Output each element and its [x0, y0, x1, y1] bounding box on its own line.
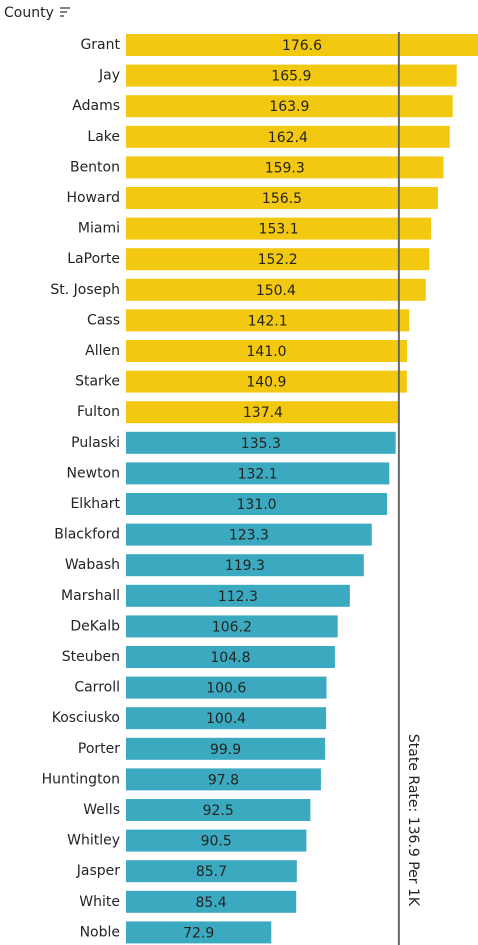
- bar: [126, 584, 350, 607]
- category-label: St. Joseph: [50, 282, 120, 298]
- category-label: Howard: [66, 190, 120, 206]
- category-label: Grant: [80, 37, 120, 53]
- value-label: 100.4: [206, 711, 246, 727]
- value-label: 119.3: [225, 558, 265, 574]
- sort-icon[interactable]: [60, 7, 70, 17]
- category-label: Starke: [75, 374, 120, 390]
- category-label: Lake: [87, 129, 120, 145]
- value-label: 112.3: [218, 589, 258, 605]
- bar: [126, 309, 410, 332]
- header: County: [4, 5, 54, 21]
- bar: [126, 860, 297, 883]
- value-label: 165.9: [271, 69, 311, 85]
- bar: [126, 34, 478, 56]
- bar: [126, 921, 272, 944]
- bar: [126, 431, 396, 454]
- value-label: 159.3: [265, 160, 305, 176]
- category-label: Porter: [78, 741, 120, 757]
- bar: [126, 187, 438, 209]
- category-label: Huntington: [42, 771, 120, 787]
- value-label: 156.5: [262, 191, 302, 207]
- bar: [126, 125, 450, 148]
- category-label: Kosciusko: [52, 710, 120, 726]
- value-label: 100.6: [206, 681, 246, 697]
- category-label: Pulaski: [71, 435, 120, 451]
- value-label: 176.6: [282, 38, 322, 54]
- category-label: Noble: [80, 924, 120, 940]
- value-label: 135.3: [241, 436, 281, 452]
- bar: [126, 64, 457, 87]
- value-label: 150.4: [256, 283, 296, 299]
- category-label: Steuben: [62, 649, 120, 665]
- value-label: 140.9: [246, 375, 286, 391]
- category-label: Adams: [72, 98, 120, 114]
- category-label: Wabash: [65, 557, 120, 573]
- bar: [126, 401, 400, 424]
- bar: [126, 217, 432, 240]
- category-label: White: [79, 894, 120, 910]
- value-label: 153.1: [259, 222, 299, 238]
- bar: [126, 156, 444, 179]
- bar: [126, 95, 453, 118]
- bar: [126, 554, 364, 577]
- value-label: 131.0: [237, 497, 277, 513]
- value-label: 163.9: [269, 99, 309, 115]
- category-label: Allen: [85, 343, 120, 359]
- bar: [126, 676, 327, 699]
- bar: [126, 768, 321, 791]
- value-label: 72.9: [183, 925, 214, 941]
- category-label: Benton: [70, 159, 120, 175]
- bar: [126, 493, 388, 515]
- value-label: 152.2: [258, 252, 298, 268]
- value-label: 90.5: [201, 834, 232, 850]
- bar: [126, 523, 372, 546]
- value-label: 92.5: [203, 803, 234, 819]
- value-label: 106.2: [212, 619, 252, 635]
- category-label: Wells: [83, 802, 120, 818]
- category-label: Whitley: [67, 833, 120, 849]
- bar: [126, 707, 327, 730]
- value-label: 132.1: [238, 466, 278, 482]
- bar: [126, 370, 407, 393]
- value-label: 104.8: [210, 650, 250, 666]
- category-label: Miami: [78, 221, 120, 237]
- bar: [126, 799, 311, 821]
- bar: [126, 737, 326, 760]
- bar: [126, 462, 390, 485]
- value-label: 142.1: [248, 313, 288, 329]
- bar: [126, 829, 307, 852]
- bar: [126, 615, 338, 638]
- category-label: Jay: [98, 68, 120, 84]
- category-label: Elkhart: [70, 496, 120, 512]
- category-label: Fulton: [77, 404, 120, 420]
- bar: [126, 278, 426, 301]
- value-label: 85.4: [196, 895, 227, 911]
- category-label: Marshall: [61, 588, 120, 604]
- category-label: LaPorte: [67, 251, 120, 267]
- reference-label: State Rate: 136.9 Per 1K: [405, 734, 421, 907]
- value-label: 162.4: [268, 130, 308, 146]
- bar: [126, 890, 297, 913]
- value-label: 85.7: [196, 864, 227, 880]
- value-label: 123.3: [229, 528, 269, 544]
- category-label: Jasper: [76, 863, 121, 879]
- bar: [126, 340, 408, 362]
- value-label: 141.0: [246, 344, 286, 360]
- bar: [126, 248, 430, 271]
- category-label: Cass: [87, 312, 120, 328]
- category-label: Blackford: [54, 527, 120, 543]
- value-label: 99.9: [210, 742, 241, 758]
- value-label: 97.8: [208, 772, 239, 788]
- bar: [126, 646, 335, 668]
- category-label: Carroll: [74, 680, 120, 696]
- category-label: Newton: [67, 465, 120, 481]
- value-label: 137.4: [243, 405, 283, 421]
- category-label: DeKalb: [70, 618, 120, 634]
